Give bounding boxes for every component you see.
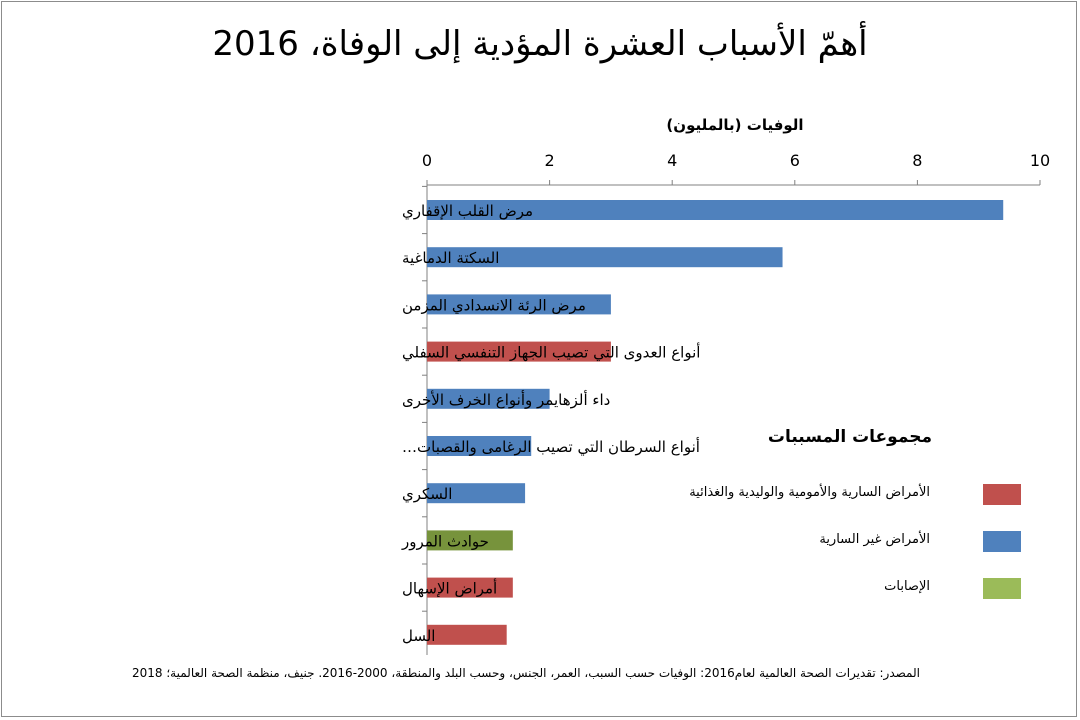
category-label: داء ألزهايمر وأنواع الخرف الأخرى [402,390,610,409]
category-label: أنواع السرطان التي تصيب الرغامى والقصبات… [402,437,700,457]
bar [427,624,507,645]
bar [427,388,550,409]
x-tick-label: 8 [912,151,922,170]
bar [427,577,513,598]
bar [427,483,526,504]
legend-swatch-blue [983,531,1021,552]
legend-label: الأمراض السارية والأمومية والوليدية والغ… [689,485,930,500]
x-tick-label: 0 [422,151,432,170]
x-tick-label: 10 [1030,151,1050,170]
legend-label: الأمراض غير السارية [819,532,930,547]
category-label: مرض الرئة الانسدادي المزمن [402,296,586,315]
x-tick-label: 6 [790,151,800,170]
bar [427,341,611,362]
category-label: أنواع العدوى التي تصيب الجهاز التنفسي ال… [402,343,700,363]
bar [427,436,532,456]
category-label: حوادث المرور [401,532,489,550]
category-label: السل [402,627,435,645]
legend-swatch-green [983,578,1021,599]
bar [427,530,513,551]
bar [427,247,783,268]
x-tick-label: 2 [545,151,555,170]
category-label: السكتة الدماغية [402,249,499,267]
legend-title: مجموعات المسببات [767,427,932,447]
source-note: المصدر: تقديرات الصحة العالمية لعام2016:… [132,666,920,680]
x-tick-label: 4 [667,151,677,170]
category-label: أمراض الإسهال [402,579,497,598]
bar [427,294,611,315]
x-axis-title: الوفيات (بالمليون) [666,116,803,134]
chart-title: أهمّ الأسباب العشرة المؤدية إلى الوفاة، … [212,24,868,64]
category-label: السكري [402,485,452,504]
legend-label: الإصابات [884,579,930,594]
legend-swatch-red [983,484,1021,505]
category-label: مرض القلب الإقفاري [402,202,533,221]
bar [427,200,1004,220]
